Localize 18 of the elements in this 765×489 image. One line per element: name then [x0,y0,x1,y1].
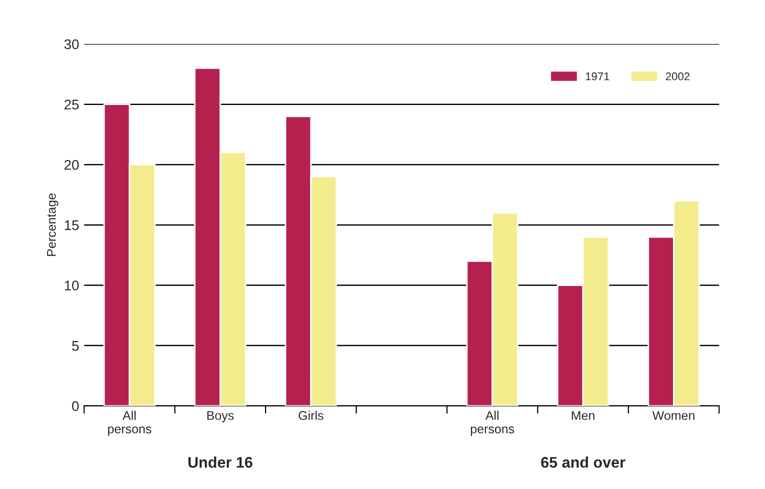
legend-label: 1971 [586,72,610,80]
y-tick-label: 10 [64,280,79,290]
y-axis-title: Percentage [47,194,58,256]
x-tick-label: All persons [470,410,514,436]
y-tick-label: 25 [64,100,79,110]
y-tick-label: 30 [64,39,79,50]
y-tick-label: 20 [64,160,79,170]
text: Under 16 [188,456,252,468]
x-tick-label: Boys [207,411,234,422]
x-tick-label: Men [572,411,594,420]
y-tick-label: 0 [72,401,79,412]
x-tick-label: Women [652,411,694,420]
x-tick-label: All persons [108,410,152,436]
x-tick-label: Girls [298,410,324,420]
text: 65 and over [541,456,626,468]
y-tick-label: 5 [72,341,79,351]
y-tick-label: 15 [64,220,79,230]
legend-label: 2002 [666,72,690,80]
